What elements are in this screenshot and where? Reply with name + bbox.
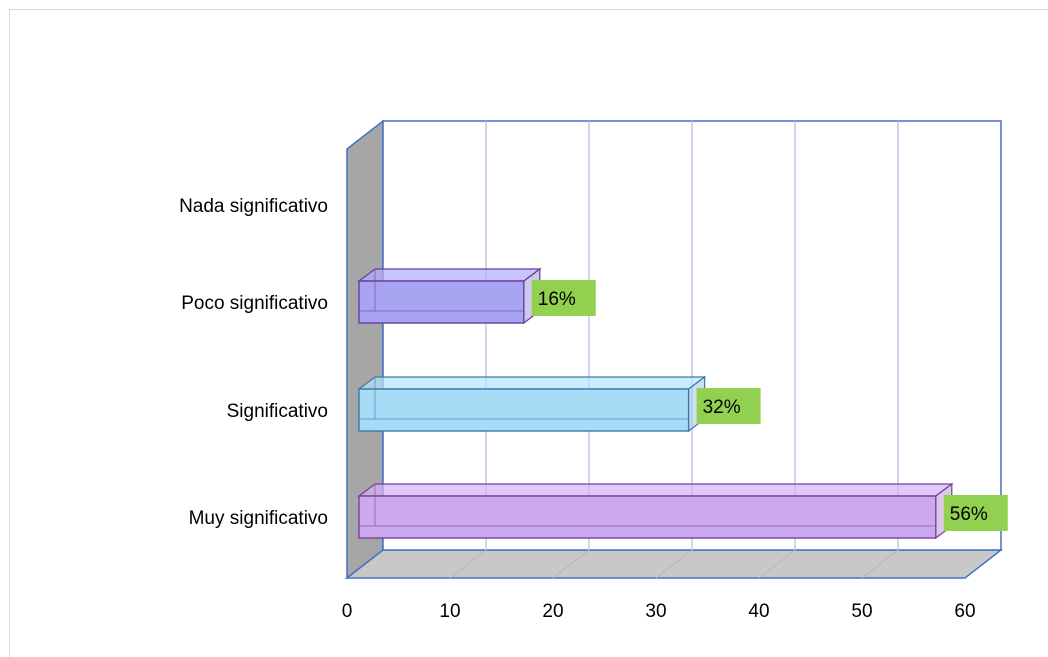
data-label: 16% [538, 289, 576, 310]
bar-top-face [357, 268, 542, 282]
category-labels: Nada significativo Poco significativo Sign… [179, 196, 328, 529]
bars [357, 267, 954, 540]
chart-frame [9, 9, 1048, 657]
floor-gridline [552, 549, 590, 579]
x-tick-label: 10 [439, 601, 460, 622]
bar-front-face [358, 388, 690, 432]
x-tick-labels: 0 10 20 30 40 50 60 [342, 601, 976, 622]
gridlines [449, 121, 899, 579]
floor-gridline [861, 549, 899, 579]
floor-gridline [758, 549, 796, 579]
category-label: Poco significativo [181, 293, 328, 314]
bar-front-face [358, 495, 937, 539]
data-label: 32% [703, 397, 741, 418]
data-label-background [943, 495, 1008, 531]
category-label: Nada significativo [179, 196, 328, 217]
x-tick-label: 60 [954, 601, 975, 622]
data-label: 56% [950, 504, 988, 525]
x-tick-label: 0 [342, 601, 353, 622]
data-labels: 16% 32% 56% [531, 280, 1008, 531]
category-label: Significativo [227, 401, 328, 422]
bar [357, 267, 542, 325]
bar [357, 375, 707, 433]
x-tick-label: 30 [645, 601, 666, 622]
floor-gridline [655, 549, 693, 579]
bar-top-face [357, 483, 954, 497]
x-tick-label: 40 [748, 601, 769, 622]
data-label-background [531, 280, 596, 316]
bar [357, 482, 954, 540]
data-label-background [696, 388, 761, 424]
bar-top-face [357, 376, 707, 390]
bar-front-face [358, 280, 525, 324]
floor-gridline [449, 549, 487, 579]
x-tick-label: 20 [542, 601, 563, 622]
category-label: Muy significativo [189, 508, 328, 529]
x-tick-label: 50 [851, 601, 872, 622]
